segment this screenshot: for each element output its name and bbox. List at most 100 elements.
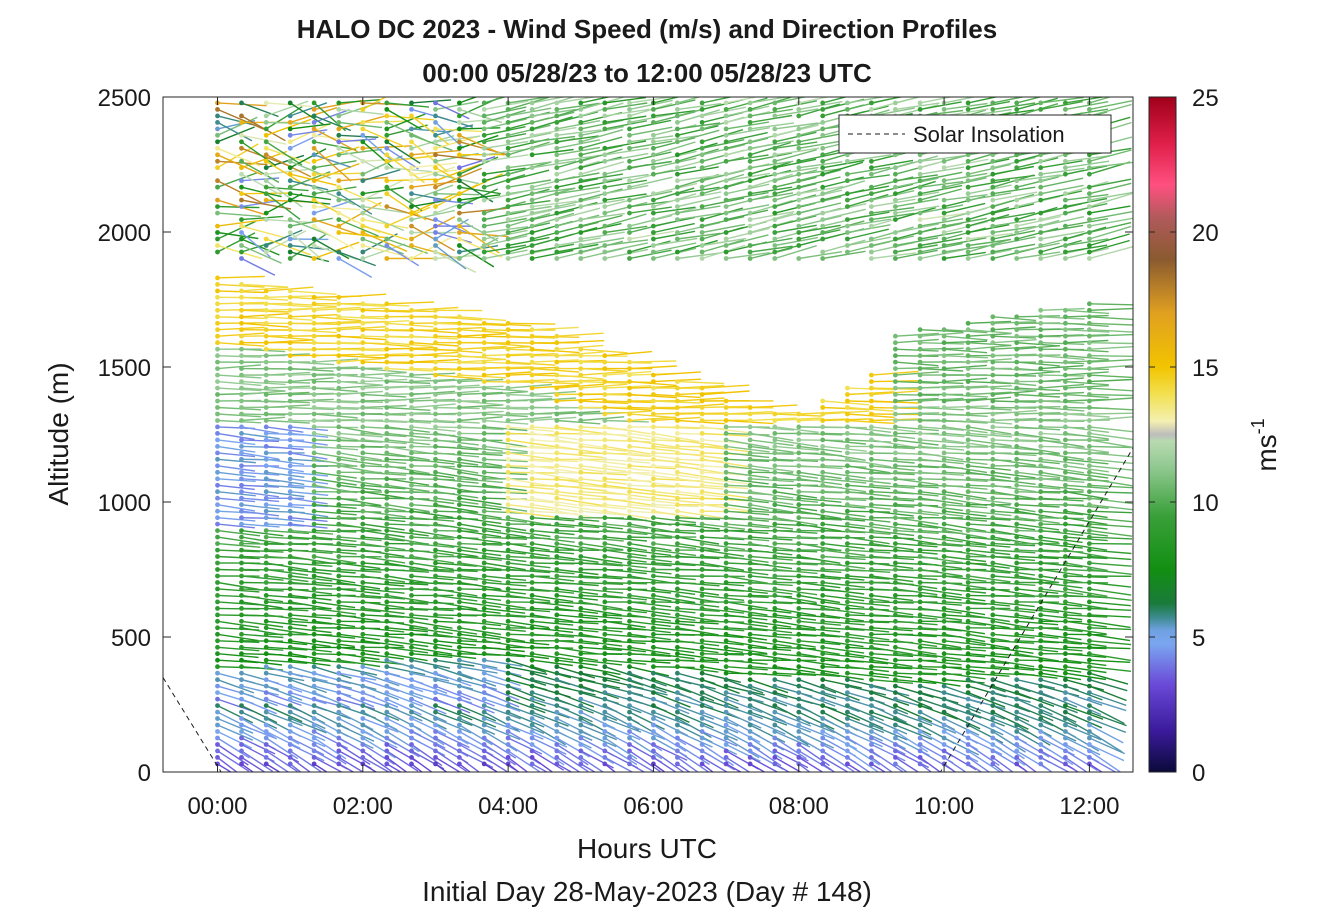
- wind-barb-dot: [578, 625, 584, 631]
- wind-barb-dot: [263, 463, 269, 469]
- wind-barb: [702, 594, 745, 601]
- wind-barb-dot: [360, 191, 366, 197]
- wind-barb-dot: [287, 612, 293, 618]
- wind-barb: [532, 200, 577, 208]
- wind-barb: [895, 730, 929, 753]
- wind-barb-dot: [893, 515, 898, 521]
- wind-barb-dot: [287, 761, 293, 767]
- wind-barb-dot: [409, 223, 414, 229]
- wind-barb: [266, 607, 309, 612]
- wind-barb-dot: [215, 165, 220, 171]
- wind-barb: [750, 607, 792, 614]
- wind-barb-dot: [602, 243, 608, 248]
- wind-barb-dot: [505, 450, 511, 456]
- wind-barb: [604, 497, 651, 506]
- wind-barb-dot: [215, 515, 220, 521]
- wind-barb-dot: [457, 126, 462, 132]
- wind-barb: [217, 581, 260, 591]
- wind-barb: [435, 594, 478, 602]
- wind-barb: [749, 698, 788, 714]
- wind-barb-dot: [336, 528, 342, 533]
- wind-barb-dot: [287, 528, 293, 533]
- wind-barb: [798, 103, 840, 117]
- wind-barb-dot: [505, 567, 511, 572]
- wind-barb-dot: [457, 722, 462, 728]
- wind-barb: [459, 194, 501, 201]
- wind-barb-dot: [360, 437, 366, 443]
- wind-barb: [435, 549, 478, 558]
- wind-barb-dot: [602, 249, 608, 255]
- wind-barb-dot: [505, 606, 511, 611]
- wind-barb: [386, 471, 431, 476]
- wind-barb-dot: [433, 612, 438, 618]
- wind-barb-dot: [215, 709, 220, 715]
- wind-barb: [604, 419, 649, 423]
- wind-barb-dot: [602, 573, 608, 579]
- wind-barb: [677, 491, 724, 498]
- wind-barb-dot: [239, 528, 244, 533]
- wind-barb-dot: [360, 340, 366, 346]
- wind-barb-dot: [384, 541, 390, 546]
- wind-barb-dot: [481, 333, 487, 339]
- wind-barb-dot: [457, 541, 462, 546]
- wind-barb-dot: [578, 612, 584, 618]
- wind-barb-dot: [699, 580, 705, 585]
- wind-barb-dot: [384, 489, 390, 495]
- wind-barb-dot: [215, 644, 220, 650]
- wind-barb: [556, 201, 598, 214]
- wind-barb-dot: [772, 482, 778, 488]
- wind-barb-dot: [239, 424, 244, 430]
- wind-barb-dot: [627, 618, 632, 624]
- wind-barb: [871, 198, 916, 208]
- wind-barb-dot: [723, 145, 729, 151]
- wind-barb-dot: [215, 606, 220, 611]
- wind-barb-dot: [820, 145, 826, 151]
- wind-barb: [507, 478, 554, 487]
- wind-barb-dot: [287, 320, 293, 326]
- wind-barb: [313, 115, 352, 132]
- wind-barb-dot: [747, 651, 753, 657]
- wind-barb: [459, 439, 503, 442]
- wind-barb: [701, 106, 747, 117]
- wind-barb-dot: [457, 398, 462, 404]
- wind-barb-dot: [602, 664, 608, 670]
- wind-barb: [895, 536, 938, 545]
- wind-barb-dot: [239, 217, 244, 223]
- wind-barb-dot: [336, 508, 342, 514]
- wind-barb-dot: [481, 593, 487, 598]
- wind-barb: [290, 199, 331, 205]
- wind-barb-dot: [360, 145, 366, 151]
- wind-barb-dot: [239, 612, 244, 618]
- wind-barb-dot: [820, 152, 826, 158]
- wind-barb-dot: [869, 100, 874, 106]
- wind-barb: [774, 227, 818, 240]
- wind-barb-dot: [602, 444, 608, 449]
- wind-barb: [677, 691, 714, 709]
- wind-barb: [871, 529, 915, 537]
- wind-barb-dot: [627, 593, 632, 598]
- wind-barb-dot: [675, 126, 680, 132]
- wind-barb-dot: [529, 223, 535, 229]
- wind-barb-dot: [384, 113, 390, 119]
- wind-barb-dot: [747, 107, 753, 112]
- wind-barb: [822, 220, 865, 234]
- wind-barb-dot: [554, 677, 560, 683]
- wind-barb: [338, 384, 383, 389]
- wind-barb: [701, 180, 744, 195]
- wind-barb-dot: [869, 696, 874, 702]
- wind-barb-dot: [215, 243, 220, 248]
- wind-barb-dot: [796, 521, 802, 527]
- wind-barb-dot: [336, 748, 342, 754]
- wind-barb-dot: [457, 230, 462, 235]
- wind-barb-dot: [529, 709, 535, 715]
- wind-barb: [749, 186, 793, 195]
- wind-barb-dot: [505, 638, 511, 644]
- wind-barb: [895, 685, 934, 698]
- wind-barb: [338, 763, 355, 772]
- wind-barb: [580, 704, 618, 722]
- wind-barb-dot: [263, 405, 269, 410]
- wind-barb-dot: [311, 541, 317, 546]
- wind-barb: [338, 659, 381, 668]
- wind-barb: [266, 568, 309, 576]
- wind-barb-dot: [820, 580, 826, 585]
